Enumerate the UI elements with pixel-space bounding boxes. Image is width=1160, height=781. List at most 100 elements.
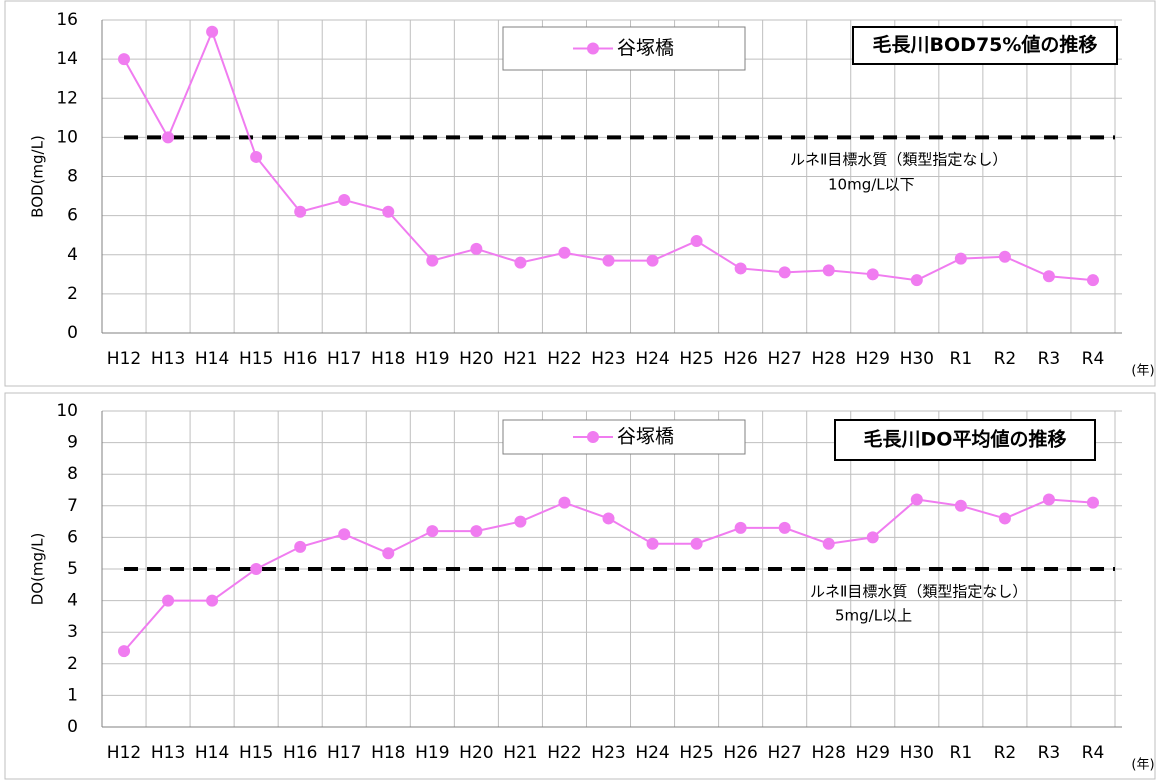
y-tick-label: 10 bbox=[56, 127, 78, 147]
y-tick-label: 8 bbox=[67, 464, 78, 484]
data-point bbox=[470, 242, 483, 255]
x-tick-label: H21 bbox=[503, 743, 537, 763]
x-tick-label: H25 bbox=[679, 349, 713, 369]
x-tick-label: H16 bbox=[283, 349, 317, 369]
x-tick-label: H21 bbox=[503, 349, 537, 369]
y-tick-label: 16 bbox=[56, 10, 78, 30]
data-point bbox=[690, 235, 703, 248]
chart-title: 毛長川DO平均値の推移 bbox=[864, 428, 1067, 451]
x-unit: (年) bbox=[1131, 364, 1154, 379]
title-box bbox=[852, 26, 1118, 65]
data-point bbox=[910, 493, 923, 506]
data-point bbox=[514, 515, 527, 528]
data-point bbox=[250, 150, 263, 163]
data-point bbox=[954, 499, 967, 512]
data-point bbox=[1086, 274, 1099, 287]
x-tick-label: H25 bbox=[679, 743, 713, 763]
x-tick-label: H13 bbox=[151, 349, 185, 369]
y-tick-label: 3 bbox=[67, 622, 78, 642]
data-point bbox=[734, 262, 747, 275]
x-tick-label: H14 bbox=[195, 349, 229, 369]
x-tick-label: H15 bbox=[239, 743, 273, 763]
legend-box bbox=[502, 26, 746, 71]
y-tick-label: 7 bbox=[67, 496, 78, 516]
x-tick-label: R4 bbox=[1082, 743, 1105, 763]
data-point bbox=[118, 53, 131, 66]
y-tick-label: 14 bbox=[56, 49, 78, 69]
x-tick-label: R1 bbox=[950, 743, 973, 763]
x-tick-label: H18 bbox=[371, 349, 405, 369]
data-point bbox=[602, 512, 615, 525]
y-tick-label: 2 bbox=[67, 654, 78, 674]
x-tick-label: H22 bbox=[547, 743, 581, 763]
data-point bbox=[338, 528, 351, 541]
y-tick-label: 9 bbox=[67, 433, 78, 453]
legend-box bbox=[502, 419, 746, 455]
x-tick-label: H24 bbox=[635, 743, 669, 763]
annotation: 10mg/L以下 bbox=[828, 176, 915, 194]
annotation: ルネⅡ目標水質（類型指定なし） bbox=[790, 151, 1007, 169]
y-axis-label: DO(mg/L) bbox=[29, 533, 47, 606]
x-tick-label: R2 bbox=[994, 349, 1017, 369]
x-tick-label: H23 bbox=[591, 743, 625, 763]
x-tick-label: H27 bbox=[767, 743, 801, 763]
data-point bbox=[910, 274, 923, 287]
x-tick-label: H14 bbox=[195, 743, 229, 763]
data-point bbox=[382, 205, 395, 218]
chart: 0 1 2 3 4 5 6 7 8 9 10 H12 H13 H14 H15 H16 H17 H18 H19 H20 H… bbox=[4, 392, 1156, 780]
x-tick-label: H18 bbox=[371, 743, 405, 763]
data-point bbox=[162, 594, 175, 607]
x-tick-label: H23 bbox=[591, 349, 625, 369]
x-tick-label: H24 bbox=[635, 349, 669, 369]
y-tick-label: 1 bbox=[67, 685, 78, 705]
data-point bbox=[646, 537, 659, 550]
legend-label: 谷塚橋 bbox=[617, 37, 674, 59]
y-tick-label: 6 bbox=[67, 206, 78, 226]
data-point bbox=[294, 205, 307, 218]
annotation: 5mg/L以上 bbox=[835, 607, 912, 625]
legend-marker bbox=[587, 431, 599, 443]
data-point bbox=[998, 250, 1011, 263]
x-tick-label: H27 bbox=[767, 349, 801, 369]
chart: 0 2 4 6 8 10 12 14 16 H12 H13 H14 H15 H16 H17 H18 H19 H20… bbox=[4, 0, 1156, 387]
data-point bbox=[866, 531, 879, 544]
data-point bbox=[778, 521, 791, 534]
y-tick-label: 4 bbox=[67, 591, 78, 611]
x-unit: (年) bbox=[1131, 758, 1154, 773]
data-point bbox=[602, 254, 615, 267]
x-tick-label: H26 bbox=[723, 349, 757, 369]
x-tick-label: H28 bbox=[812, 349, 846, 369]
data-point bbox=[822, 537, 835, 550]
data-point bbox=[734, 521, 747, 534]
y-tick-label: 10 bbox=[56, 401, 78, 421]
data-point bbox=[118, 645, 131, 658]
x-tick-label: H26 bbox=[723, 743, 757, 763]
data-point bbox=[998, 512, 1011, 525]
data-point bbox=[690, 537, 703, 550]
x-tick-label: H20 bbox=[459, 743, 493, 763]
x-tick-label: H29 bbox=[856, 743, 890, 763]
data-point bbox=[426, 525, 439, 538]
x-tick-label: H15 bbox=[239, 349, 273, 369]
chart-title: 毛長川BOD75%値の推移 bbox=[873, 33, 1098, 56]
annotation: ルネⅡ目標水質（類型指定なし） bbox=[810, 583, 1027, 601]
y-tick-label: 6 bbox=[67, 527, 78, 547]
data-point bbox=[206, 594, 219, 607]
x-tick-label: H30 bbox=[900, 349, 934, 369]
x-tick-label: H28 bbox=[812, 743, 846, 763]
x-tick-label: R4 bbox=[1082, 349, 1105, 369]
x-tick-label: H12 bbox=[107, 349, 141, 369]
y-tick-label: 0 bbox=[67, 717, 78, 737]
y-tick-label: 5 bbox=[67, 559, 78, 579]
y-tick-label: 2 bbox=[67, 284, 78, 304]
data-point bbox=[822, 264, 835, 277]
x-tick-label: H12 bbox=[107, 743, 141, 763]
x-tick-label: H16 bbox=[283, 743, 317, 763]
x-tick-label: H29 bbox=[856, 349, 890, 369]
y-tick-label: 0 bbox=[67, 323, 78, 343]
data-point bbox=[778, 266, 791, 279]
x-tick-label: H17 bbox=[327, 349, 361, 369]
y-axis-label: BOD(mg/L) bbox=[29, 135, 47, 218]
x-tick-label: H22 bbox=[547, 349, 581, 369]
legend-marker bbox=[587, 42, 599, 55]
